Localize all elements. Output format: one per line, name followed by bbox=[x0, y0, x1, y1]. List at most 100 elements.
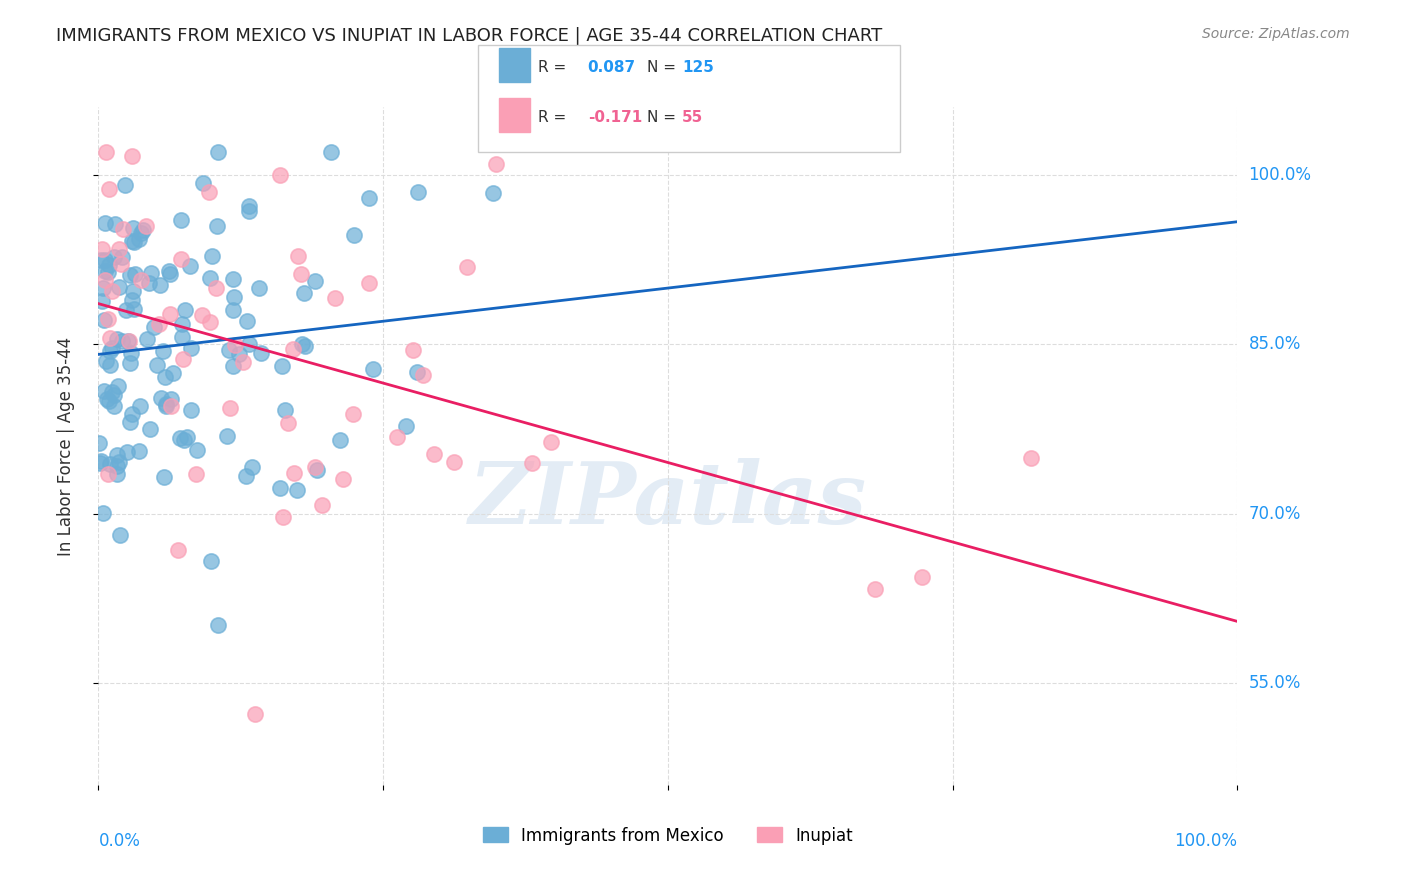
Text: 70.0%: 70.0% bbox=[1249, 505, 1301, 523]
Immigrants from Mexico bbox=[98, 343, 121, 358]
Immigrants from Mexico bbox=[170, 317, 193, 331]
Inupiat bbox=[110, 256, 132, 270]
Immigrants from Mexico bbox=[359, 191, 381, 205]
Immigrants from Mexico bbox=[94, 354, 117, 368]
Immigrants from Mexico bbox=[405, 365, 427, 379]
Immigrants from Mexico bbox=[105, 448, 128, 462]
Inupiat bbox=[224, 338, 246, 352]
Immigrants from Mexico bbox=[152, 344, 174, 359]
Immigrants from Mexico bbox=[207, 219, 229, 234]
Immigrants from Mexico bbox=[186, 443, 208, 458]
Immigrants from Mexico bbox=[128, 232, 150, 246]
Inupiat bbox=[325, 291, 347, 305]
Inupiat bbox=[100, 284, 122, 298]
Immigrants from Mexico bbox=[207, 618, 229, 632]
Inupiat bbox=[911, 570, 934, 584]
Immigrants from Mexico bbox=[96, 392, 118, 406]
Immigrants from Mexico bbox=[117, 334, 139, 348]
Text: 55: 55 bbox=[682, 111, 703, 125]
Immigrants from Mexico bbox=[193, 176, 215, 190]
Immigrants from Mexico bbox=[343, 228, 366, 243]
Immigrants from Mexico bbox=[103, 250, 125, 264]
Immigrants from Mexico bbox=[155, 397, 177, 411]
Immigrants from Mexico bbox=[173, 302, 195, 317]
Immigrants from Mexico bbox=[201, 249, 224, 263]
Immigrants from Mexico bbox=[111, 250, 134, 264]
Immigrants from Mexico bbox=[149, 391, 172, 405]
Immigrants from Mexico bbox=[155, 369, 177, 384]
Inupiat bbox=[1021, 450, 1043, 465]
Immigrants from Mexico bbox=[155, 399, 177, 413]
Text: N =: N = bbox=[647, 60, 676, 75]
Immigrants from Mexico bbox=[90, 293, 112, 308]
Inupiat bbox=[283, 342, 305, 356]
Inupiat bbox=[423, 447, 446, 461]
Inupiat bbox=[342, 408, 364, 422]
Immigrants from Mexico bbox=[294, 339, 316, 353]
Inupiat bbox=[332, 473, 354, 487]
Immigrants from Mexico bbox=[482, 186, 505, 200]
Legend: Immigrants from Mexico, Inupiat: Immigrants from Mexico, Inupiat bbox=[477, 820, 859, 851]
Inupiat bbox=[97, 312, 120, 326]
Immigrants from Mexico bbox=[162, 367, 184, 381]
Immigrants from Mexico bbox=[91, 281, 114, 295]
Inupiat bbox=[118, 334, 141, 348]
Immigrants from Mexico bbox=[121, 285, 143, 299]
Inupiat bbox=[159, 399, 181, 413]
Immigrants from Mexico bbox=[329, 434, 352, 448]
Immigrants from Mexico bbox=[107, 455, 129, 469]
Immigrants from Mexico bbox=[94, 252, 117, 267]
Immigrants from Mexico bbox=[105, 458, 128, 473]
Inupiat bbox=[159, 307, 181, 321]
Immigrants from Mexico bbox=[90, 454, 112, 468]
Inupiat bbox=[205, 281, 228, 295]
Text: 100.0%: 100.0% bbox=[1174, 832, 1237, 850]
Text: -0.171: -0.171 bbox=[588, 111, 643, 125]
Immigrants from Mexico bbox=[274, 402, 297, 417]
Inupiat bbox=[401, 343, 423, 358]
Immigrants from Mexico bbox=[118, 415, 141, 429]
Immigrants from Mexico bbox=[103, 399, 125, 413]
Inupiat bbox=[186, 467, 208, 481]
Immigrants from Mexico bbox=[269, 481, 291, 495]
Immigrants from Mexico bbox=[218, 343, 240, 357]
Immigrants from Mexico bbox=[250, 345, 273, 359]
Inupiat bbox=[273, 509, 295, 524]
Immigrants from Mexico bbox=[108, 528, 131, 542]
Immigrants from Mexico bbox=[292, 285, 315, 300]
Immigrants from Mexico bbox=[235, 314, 257, 328]
Immigrants from Mexico bbox=[128, 444, 150, 458]
Inupiat bbox=[94, 273, 117, 287]
Immigrants from Mexico bbox=[361, 362, 384, 376]
Text: 55.0%: 55.0% bbox=[1249, 674, 1301, 692]
Immigrants from Mexico bbox=[149, 278, 172, 293]
Immigrants from Mexico bbox=[238, 204, 260, 219]
Immigrants from Mexico bbox=[307, 462, 329, 476]
Immigrants from Mexico bbox=[319, 145, 342, 160]
Immigrants from Mexico bbox=[129, 399, 152, 413]
Inupiat bbox=[485, 157, 508, 171]
Inupiat bbox=[112, 221, 135, 235]
Immigrants from Mexico bbox=[98, 358, 121, 372]
Immigrants from Mexico bbox=[235, 469, 257, 483]
Immigrants from Mexico bbox=[180, 341, 202, 355]
Text: 100.0%: 100.0% bbox=[1249, 166, 1312, 184]
Immigrants from Mexico bbox=[159, 392, 181, 407]
Immigrants from Mexico bbox=[97, 393, 120, 408]
Inupiat bbox=[121, 149, 143, 163]
Immigrants from Mexico bbox=[141, 266, 163, 280]
Immigrants from Mexico bbox=[117, 445, 139, 459]
Text: 85.0%: 85.0% bbox=[1249, 335, 1301, 353]
Inupiat bbox=[357, 276, 380, 290]
Immigrants from Mexico bbox=[238, 199, 260, 213]
Immigrants from Mexico bbox=[172, 330, 194, 344]
Inupiat bbox=[863, 582, 886, 596]
Immigrants from Mexico bbox=[200, 554, 222, 568]
Inupiat bbox=[290, 267, 312, 281]
Inupiat bbox=[269, 168, 291, 182]
Immigrants from Mexico bbox=[222, 272, 245, 286]
Immigrants from Mexico bbox=[304, 274, 326, 288]
Immigrants from Mexico bbox=[89, 456, 111, 470]
Text: ZIPatlas: ZIPatlas bbox=[468, 458, 868, 542]
Immigrants from Mexico bbox=[180, 403, 202, 417]
